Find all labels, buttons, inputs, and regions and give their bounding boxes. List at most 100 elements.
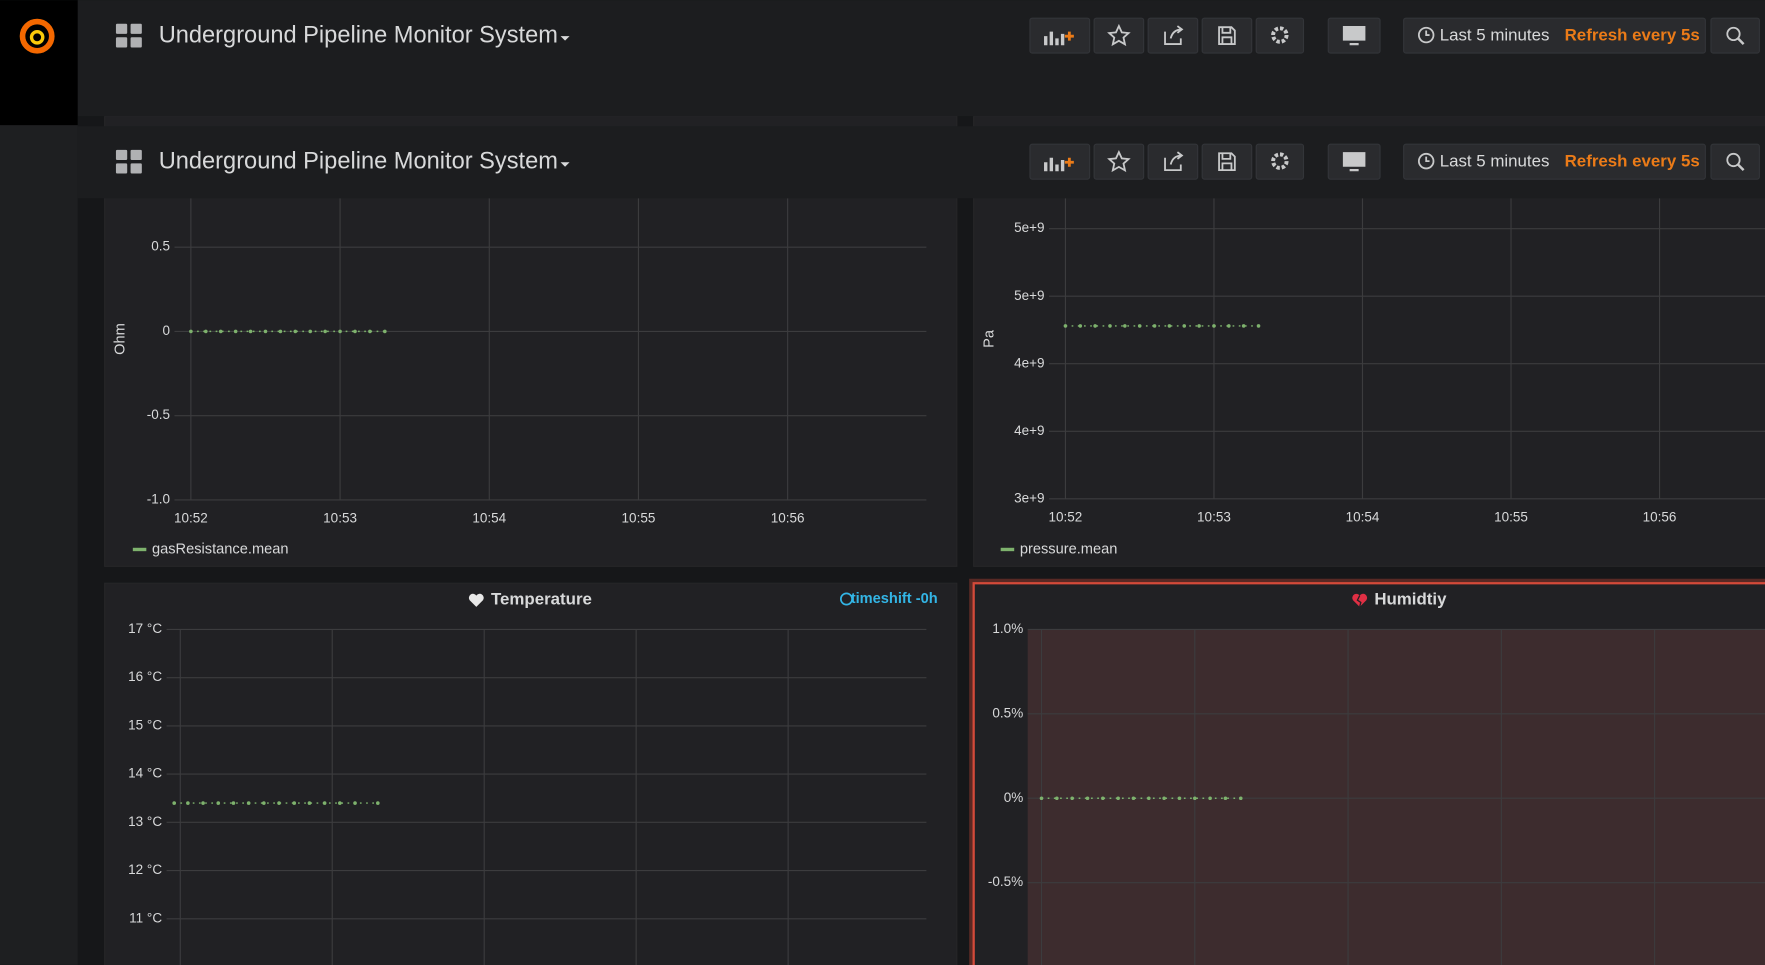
share-icon [1164,25,1184,45]
time-range[interactable]: Last 5 minutes [1440,152,1550,171]
data-point [1039,796,1044,801]
data-point [172,801,176,805]
data-point [277,801,281,805]
zoom-handle [1737,163,1745,172]
panels: -1.0 -0.5 0 0.5 10:52 10:53 10:54 10:55 10:56 gas… [104,115,1765,965]
refresh-interval[interactable]: Refresh every 5s [1565,152,1700,171]
dashboard-title[interactable]: Underground Pipeline Monitor System [159,148,558,174]
settings-icon [1271,152,1289,170]
toolbar-button[interactable] [1403,143,1706,180]
caret[interactable] [560,162,570,167]
toolbar-button[interactable] [1029,143,1091,180]
dashboard-title[interactable]: Underground Pipeline Monitor System [159,22,558,48]
y-tick-label: 5e+9 [1014,220,1044,235]
data-point [1093,324,1097,328]
legend-label[interactable]: pressure.mean [1020,541,1118,557]
data-point [233,329,238,334]
y-tick-label: 3e+9 [1014,490,1044,505]
data-point [376,801,380,805]
add-panel-icon [1044,157,1065,172]
data-point [216,801,221,805]
data-point [1078,324,1083,328]
alert-threshold-area [1027,629,1765,965]
panel-bg [972,582,1765,965]
toolbar-button[interactable] [1147,17,1199,54]
data-point [1241,324,1246,328]
y-tick-label: 0.5 [151,239,170,254]
clock-hand [1425,30,1430,36]
toolbar-button[interactable] [1201,17,1253,54]
panel[interactable]: 11 °C 12 °C 13 °C 14 °C 15 °C 16 °C 17 °C Tempe… [104,582,958,965]
y-tick-label: 5e+9 [1014,288,1044,303]
data-point [1162,796,1166,801]
data-point [1123,324,1127,328]
legend-swatch[interactable] [132,547,147,552]
dashboard-icon[interactable] [115,163,128,174]
time-range[interactable]: Last 5 minutes [1440,26,1550,45]
data-point [204,329,208,334]
data-point [189,329,193,334]
data-point [322,801,327,805]
zoom-icon [1726,26,1741,42]
star-icon [1107,23,1131,47]
tv-icon [1342,152,1366,172]
x-tick-label: 10:55 [622,511,656,526]
legend-label[interactable]: gasResistance.mean [152,541,289,557]
x-tick-label: 10:54 [472,511,506,526]
data-point [368,329,372,334]
health-icon [1352,593,1368,607]
data-point [1238,796,1243,801]
data-point [1070,796,1074,801]
toolbar-button[interactable] [1201,143,1253,180]
data-point [1177,796,1182,801]
data-point [1131,796,1136,801]
y-tick-label: 4e+9 [1014,423,1044,438]
dashboard-icon[interactable] [115,37,128,48]
data-point [1197,324,1201,328]
data-point [1192,796,1197,801]
legend-swatch[interactable] [1000,547,1015,552]
data-point [1227,324,1231,328]
toolbar-button[interactable] [1255,143,1305,180]
toolbar-button[interactable] [1029,17,1091,54]
data-point [1108,324,1112,328]
dashboard-icon[interactable] [115,149,128,161]
toolbar-button[interactable] [1710,143,1760,180]
panel-title[interactable]: Humidtiy [1374,590,1447,609]
y-tick-label: 11 °C [129,910,162,925]
x-tick-label: 10:52 [174,511,208,526]
dashboard-icon[interactable] [130,163,142,174]
panel[interactable]: -0.5% 0% 0.5% 1.0% Humidtiy [969,578,1765,965]
toolbar-button[interactable] [1093,17,1145,54]
toolbar-button[interactable] [1093,143,1145,180]
save-icon [1218,26,1236,45]
refresh-interval[interactable]: Refresh every 5s [1565,26,1700,45]
toolbar-button[interactable] [1403,17,1706,54]
plus-icon [1064,157,1074,167]
panel-title[interactable]: Temperature [491,590,592,609]
data-point [353,329,357,334]
tv-icon [1342,26,1366,46]
header-bg [77,0,1765,117]
toolbar-button[interactable] [1710,17,1760,54]
data-point [218,329,223,334]
data-point [1167,324,1172,328]
data-point [1063,324,1068,328]
grafana-logo[interactable] [19,18,55,54]
add-panel-icon [1044,31,1065,46]
data-point [353,801,357,805]
caret[interactable] [560,36,570,41]
dashboard-icon[interactable] [130,23,142,34]
dashboard-icon[interactable] [130,37,142,48]
x-tick-label: 10:52 [1049,510,1083,525]
data-point [1212,324,1216,328]
dashboard-header: Underground Pipeline Monitor System Last … [115,143,1760,180]
data-point [1085,796,1090,801]
data-point [248,329,253,334]
data-point [246,801,251,805]
toolbar-button[interactable] [1255,17,1305,54]
dashboard-icon[interactable] [115,23,128,34]
dashboard-icon[interactable] [130,149,142,161]
y-tick-label: 4e+9 [1014,355,1044,370]
toolbar-button[interactable] [1147,143,1199,180]
